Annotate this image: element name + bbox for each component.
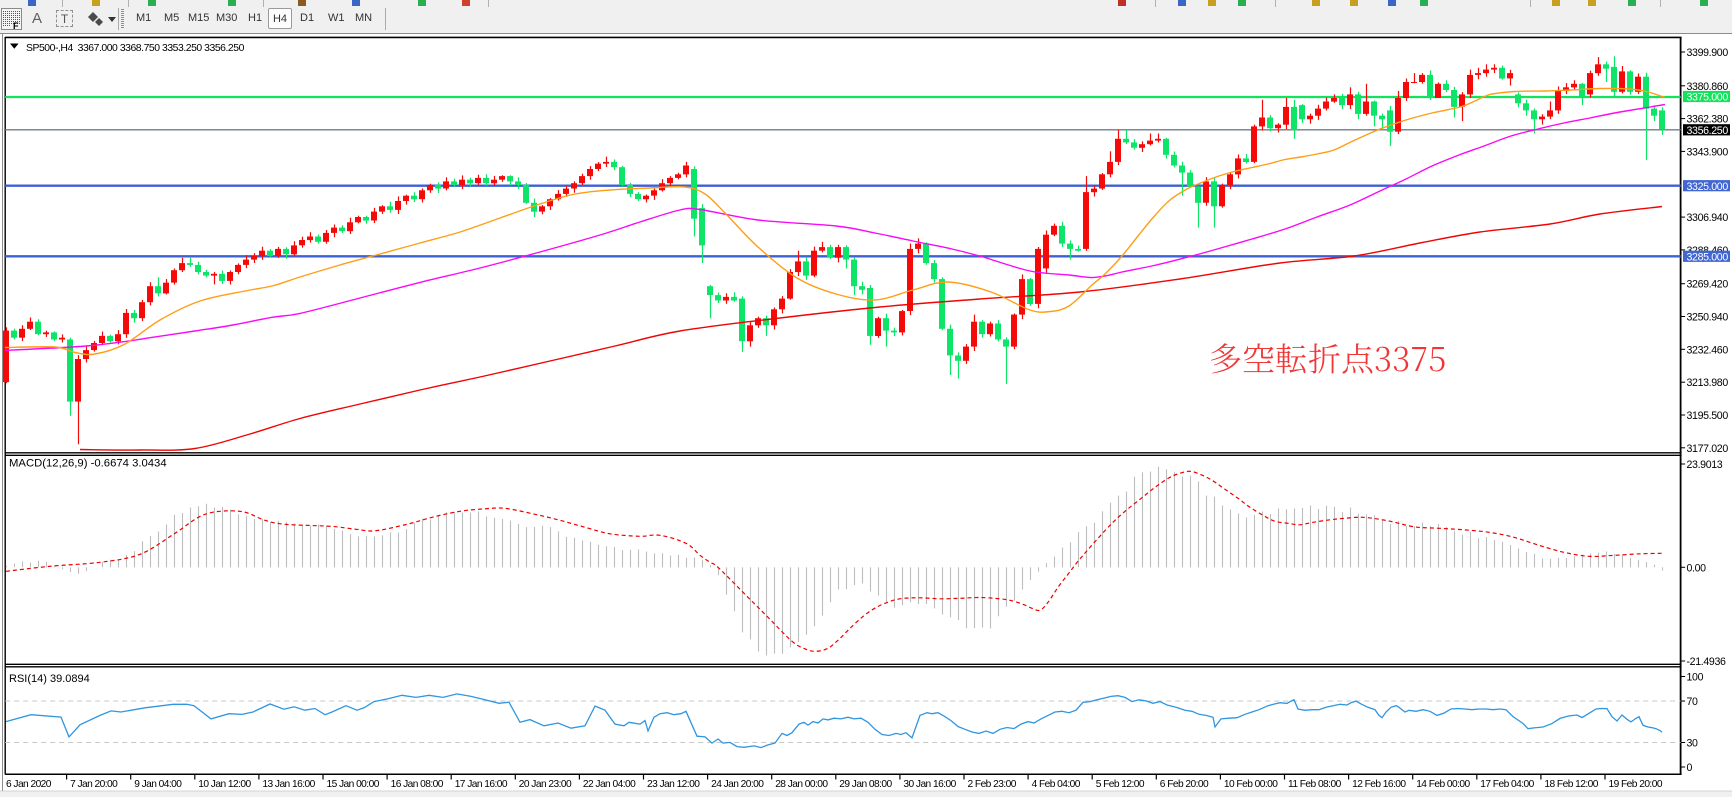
svg-text:100: 100 [1687,672,1704,684]
svg-text:SP500-,H4 3367.000 3368.750 3: SP500-,H4 3367.000 3368.750 3353.250 335… [26,43,245,54]
svg-text:3362.380: 3362.380 [1687,114,1729,126]
svg-text:7 Jan 20:00: 7 Jan 20:00 [70,779,118,790]
svg-text:3177.020: 3177.020 [1687,443,1729,455]
svg-text:0.00: 0.00 [1687,562,1707,574]
svg-text:3250.940: 3250.940 [1687,312,1729,324]
svg-text:14 Feb 00:00: 14 Feb 00:00 [1416,779,1470,790]
svg-text:3356.250: 3356.250 [1687,125,1729,137]
svg-text:10 Jan 12:00: 10 Jan 12:00 [198,779,251,790]
svg-text:3195.500: 3195.500 [1687,410,1729,422]
svg-text:3232.460: 3232.460 [1687,344,1729,356]
svg-text:11 Feb 08:00: 11 Feb 08:00 [1288,779,1342,790]
svg-text:0: 0 [1687,762,1693,774]
svg-text:6 Feb 20:00: 6 Feb 20:00 [1160,779,1209,790]
svg-text:F: F [13,21,19,31]
svg-text:15 Jan 00:00: 15 Jan 00:00 [327,779,380,790]
svg-text:3380.860: 3380.860 [1687,81,1729,93]
svg-text:2 Feb 23:00: 2 Feb 23:00 [968,779,1017,790]
svg-text:-21.4936: -21.4936 [1687,656,1726,668]
svg-text:RSI(14) 39.0894: RSI(14) 39.0894 [9,673,90,685]
svg-text:24 Jan 20:00: 24 Jan 20:00 [711,779,764,790]
svg-text:3306.940: 3306.940 [1687,212,1729,224]
svg-text:MACD(12,26,9) -0.6674 3.0434: MACD(12,26,9) -0.6674 3.0434 [9,458,167,470]
svg-text:3375.000: 3375.000 [1687,92,1729,104]
svg-text:19 Feb 20:00: 19 Feb 20:00 [1609,779,1663,790]
svg-text:3269.420: 3269.420 [1687,279,1729,291]
svg-text:3213.980: 3213.980 [1687,377,1729,389]
svg-text:30 Jan 16:00: 30 Jan 16:00 [903,779,956,790]
svg-text:18 Feb 12:00: 18 Feb 12:00 [1544,779,1598,790]
svg-text:3325.000: 3325.000 [1687,181,1729,193]
svg-text:13 Jan 16:00: 13 Jan 16:00 [262,779,315,790]
svg-text:17 Jan 16:00: 17 Jan 16:00 [455,779,508,790]
svg-text:28 Jan 00:00: 28 Jan 00:00 [775,779,828,790]
svg-text:23.9013: 23.9013 [1687,459,1723,471]
svg-text:5 Feb 12:00: 5 Feb 12:00 [1096,779,1145,790]
svg-text:22 Jan 04:00: 22 Jan 04:00 [583,779,636,790]
svg-text:23 Jan 12:00: 23 Jan 12:00 [647,779,700,790]
svg-text:70: 70 [1687,696,1699,708]
svg-text:3343.900: 3343.900 [1687,146,1729,158]
svg-text:6 Jan 2020: 6 Jan 2020 [6,779,52,790]
svg-text:3285.000: 3285.000 [1687,252,1729,264]
svg-text:9 Jan 04:00: 9 Jan 04:00 [134,779,182,790]
svg-text:4 Feb 04:00: 4 Feb 04:00 [1032,779,1081,790]
svg-text:17 Feb 04:00: 17 Feb 04:00 [1480,779,1534,790]
svg-text:10 Feb 00:00: 10 Feb 00:00 [1224,779,1278,790]
svg-text:12 Feb 16:00: 12 Feb 16:00 [1352,779,1406,790]
svg-text:16 Jan 08:00: 16 Jan 08:00 [391,779,444,790]
svg-text:20 Jan 23:00: 20 Jan 23:00 [519,779,572,790]
svg-text:29 Jan 08:00: 29 Jan 08:00 [839,779,892,790]
svg-text:30: 30 [1687,738,1699,750]
svg-text:3399.900: 3399.900 [1687,47,1729,59]
